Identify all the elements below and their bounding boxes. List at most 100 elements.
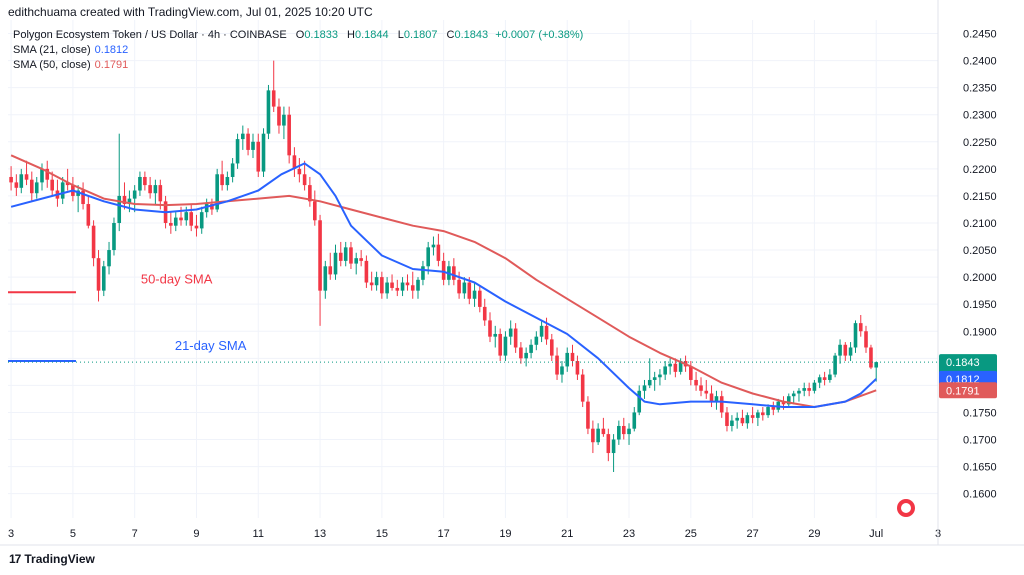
candle-down — [591, 428, 595, 443]
candle-up — [40, 168, 44, 183]
candle-down — [9, 176, 13, 183]
y-tick-label: 0.2250 — [963, 137, 997, 149]
close-value: 0.1843 — [454, 29, 489, 41]
candle-up — [354, 258, 359, 264]
candle-down — [287, 114, 291, 156]
candle-up — [756, 412, 760, 418]
candle-up — [472, 290, 477, 299]
x-tick-label: 19 — [499, 528, 511, 540]
candle-down — [410, 285, 415, 291]
candle-down — [96, 258, 101, 291]
legend-sma21-row[interactable]: SMA (21, close) 0.1812 — [13, 43, 583, 58]
candle-up — [107, 250, 111, 267]
candle-down — [750, 415, 755, 418]
candle-down — [488, 320, 492, 337]
x-tick-label: 29 — [808, 528, 820, 540]
candle-up — [241, 133, 245, 140]
x-tick-label: 7 — [132, 528, 138, 540]
candle-down — [575, 361, 580, 375]
candle-down — [81, 190, 85, 205]
candle-down — [369, 282, 374, 286]
y-tick-label: 0.2350 — [963, 83, 997, 95]
sma21-line — [10, 162, 877, 408]
candle-up — [60, 182, 65, 199]
candle-down — [86, 204, 91, 226]
legend-sma50-row[interactable]: SMA (50, close) 0.1791 — [13, 58, 583, 73]
x-tick-label: Jul — [869, 528, 883, 540]
tradingview-brand: TradingView — [24, 552, 95, 566]
sma50-line — [10, 154, 877, 408]
candle-down — [179, 217, 183, 221]
candle-down — [621, 425, 626, 435]
x-tick-label: 5 — [70, 528, 76, 540]
candle-up — [745, 415, 750, 424]
candle-up — [421, 266, 425, 280]
candle-down — [498, 333, 502, 356]
candle-down — [313, 201, 317, 221]
candle-up — [132, 190, 137, 199]
change-value: +0.0007 (+0.38%) — [495, 29, 584, 41]
candle-down — [452, 266, 456, 280]
tradingview-logo[interactable]: 17 TradingView — [9, 552, 95, 566]
candle-up — [529, 344, 533, 353]
y-tick-label: 0.2050 — [963, 245, 997, 257]
high-key: H — [347, 29, 355, 41]
x-tick-label: 13 — [314, 528, 326, 540]
low-value: 0.1807 — [403, 29, 438, 41]
candle-down — [338, 252, 343, 261]
candle-down — [65, 182, 70, 186]
symbol-title[interactable]: Polygon Ecosystem Token / US Dollar · 4h… — [13, 29, 287, 41]
candle-down — [405, 282, 410, 286]
candle-down — [549, 339, 554, 356]
open-key: O — [295, 29, 305, 41]
candle-down — [822, 377, 827, 380]
candle-down — [441, 260, 446, 280]
candle-down — [292, 155, 297, 169]
candle-up — [627, 428, 631, 435]
y-tick-label: 0.1750 — [963, 407, 997, 419]
candle-up — [828, 374, 832, 380]
candle-up — [874, 362, 879, 368]
high-value: 0.1844 — [354, 29, 389, 41]
candle-down — [673, 363, 678, 372]
candle-up — [230, 163, 235, 177]
close-key: C — [446, 29, 455, 41]
y-tick-label: 0.2100 — [963, 218, 997, 230]
y-tick-label: 0.2400 — [963, 56, 997, 68]
candle-down — [91, 225, 96, 259]
y-tick-label: 0.1900 — [963, 326, 997, 338]
candle-down — [143, 176, 147, 186]
y-tick-label: 0.2200 — [963, 164, 997, 176]
candle-up — [617, 425, 621, 440]
annotation-label: 50-day SMA — [141, 272, 213, 287]
candle-up — [431, 244, 436, 248]
candle-up — [493, 333, 498, 337]
x-tick-label: 25 — [685, 528, 697, 540]
candle-down — [689, 366, 693, 380]
candle-down — [210, 204, 214, 210]
candle-down — [586, 401, 590, 429]
candle-up — [34, 182, 39, 194]
candle-up — [797, 390, 801, 394]
candle-down — [50, 179, 54, 191]
open-value: 0.1833 — [304, 29, 338, 41]
candle-down — [328, 266, 333, 275]
candle-down — [194, 225, 199, 229]
candle-up — [853, 323, 858, 348]
candle-down — [395, 287, 400, 291]
y-tick-label: 0.1600 — [963, 489, 997, 501]
candle-up — [503, 336, 508, 356]
candle-up — [812, 382, 817, 391]
candle-down — [359, 258, 363, 261]
x-tick-label: 21 — [561, 528, 573, 540]
sma50-tag: 0.1791 — [946, 385, 980, 397]
candle-up — [534, 336, 539, 345]
sma50-value: 0.1791 — [94, 59, 129, 71]
candle-down — [725, 412, 729, 426]
candle-up — [117, 195, 122, 223]
candle-up — [173, 217, 178, 226]
candle-down — [302, 174, 307, 186]
candle-up — [642, 385, 647, 391]
candle-down — [570, 352, 575, 362]
